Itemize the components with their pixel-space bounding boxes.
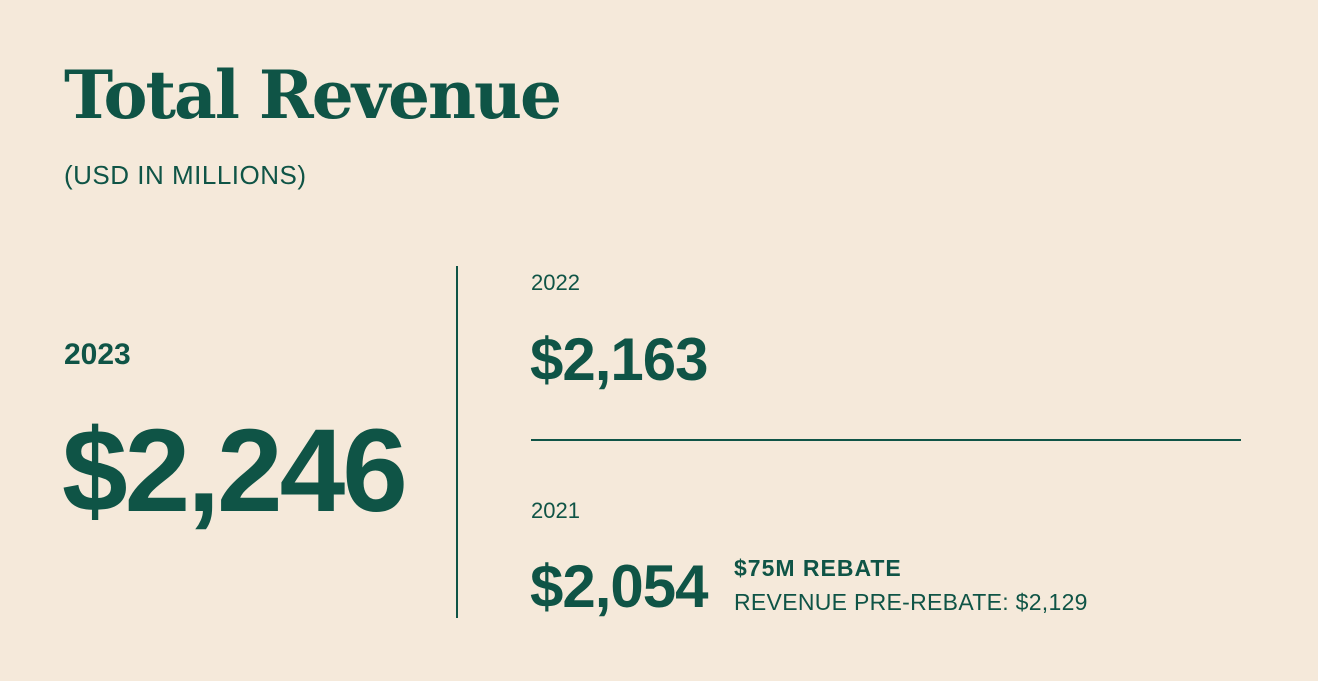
pre-rebate-note: REVENUE PRE-REBATE: $2,129 xyxy=(734,589,1088,615)
revenue-2021-value: $2,054 xyxy=(530,553,709,620)
horizontal-divider xyxy=(531,439,1241,441)
rebate-note: $75M REBATE xyxy=(734,555,902,581)
page-title: Total Revenue xyxy=(64,56,562,134)
year-2023-label: 2023 xyxy=(64,338,131,371)
revenue-2022-value: $2,163 xyxy=(530,326,709,393)
year-2022-label: 2022 xyxy=(531,270,580,295)
year-2021-label: 2021 xyxy=(531,498,580,523)
units-subtitle: (USD IN MILLIONS) xyxy=(64,160,307,190)
revenue-2023-value: $2,246 xyxy=(62,405,408,537)
vertical-divider xyxy=(456,266,458,618)
